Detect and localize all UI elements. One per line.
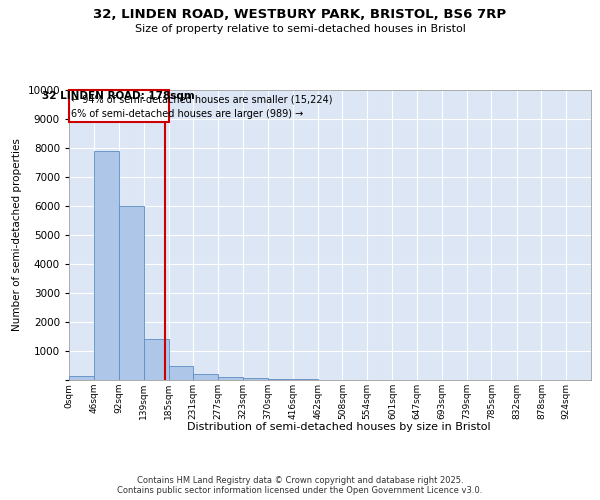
- Text: ← 94% of semi-detached houses are smaller (15,224): ← 94% of semi-detached houses are smalle…: [71, 95, 332, 105]
- Bar: [268, 378, 293, 380]
- Bar: [69, 376, 94, 380]
- Y-axis label: Number of semi-detached properties: Number of semi-detached properties: [12, 138, 22, 332]
- Bar: [169, 366, 193, 380]
- Bar: [144, 340, 169, 380]
- Bar: [193, 374, 218, 380]
- FancyBboxPatch shape: [69, 90, 169, 122]
- Text: 32 LINDEN ROAD: 178sqm: 32 LINDEN ROAD: 178sqm: [43, 92, 195, 102]
- Bar: [218, 376, 243, 380]
- Text: 6% of semi-detached houses are larger (989) →: 6% of semi-detached houses are larger (9…: [71, 110, 304, 120]
- Text: 32, LINDEN ROAD, WESTBURY PARK, BRISTOL, BS6 7RP: 32, LINDEN ROAD, WESTBURY PARK, BRISTOL,…: [94, 8, 506, 20]
- Text: Distribution of semi-detached houses by size in Bristol: Distribution of semi-detached houses by …: [187, 422, 491, 432]
- Text: Contains public sector information licensed under the Open Government Licence v3: Contains public sector information licen…: [118, 486, 482, 495]
- Bar: [243, 378, 268, 380]
- Bar: [94, 151, 119, 380]
- Text: Contains HM Land Registry data © Crown copyright and database right 2025.: Contains HM Land Registry data © Crown c…: [137, 476, 463, 485]
- Bar: [119, 206, 144, 380]
- Text: Size of property relative to semi-detached houses in Bristol: Size of property relative to semi-detach…: [134, 24, 466, 34]
